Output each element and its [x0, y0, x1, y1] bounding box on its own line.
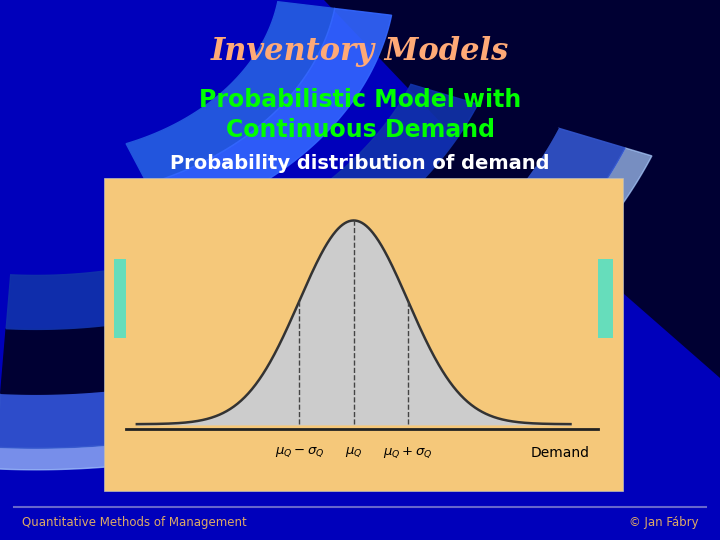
Polygon shape — [0, 148, 652, 470]
Polygon shape — [6, 84, 478, 329]
FancyBboxPatch shape — [473, 259, 613, 338]
Text: demand $\mu_Q$: demand $\mu_Q$ — [126, 305, 217, 324]
Text: Inventory Models: Inventory Models — [211, 36, 509, 67]
Text: Mean of: Mean of — [126, 276, 192, 291]
Polygon shape — [0, 128, 625, 448]
Text: Standard: Standard — [485, 276, 562, 291]
Text: $\mu_Q - \sigma_Q$: $\mu_Q - \sigma_Q$ — [274, 446, 325, 460]
Polygon shape — [324, 0, 720, 378]
Text: Quantitative Methods of Management: Quantitative Methods of Management — [22, 516, 246, 529]
Text: $\mu_Q$: $\mu_Q$ — [345, 446, 362, 460]
FancyBboxPatch shape — [114, 259, 247, 338]
Text: Probabilistic Model with: Probabilistic Model with — [199, 88, 521, 112]
Text: Demand: Demand — [530, 446, 589, 460]
Text: Probability distribution of demand: Probability distribution of demand — [170, 153, 550, 173]
Text: $\mu_Q + \sigma_Q$: $\mu_Q + \sigma_Q$ — [383, 445, 433, 460]
Polygon shape — [148, 9, 392, 224]
FancyBboxPatch shape — [104, 178, 623, 491]
Text: deviation $\sigma_Q$: deviation $\sigma_Q$ — [485, 305, 587, 324]
Text: Continuous Demand: Continuous Demand — [225, 118, 495, 141]
Polygon shape — [1, 104, 558, 394]
Polygon shape — [126, 2, 335, 184]
Text: © Jan Fábry: © Jan Fábry — [629, 516, 698, 529]
